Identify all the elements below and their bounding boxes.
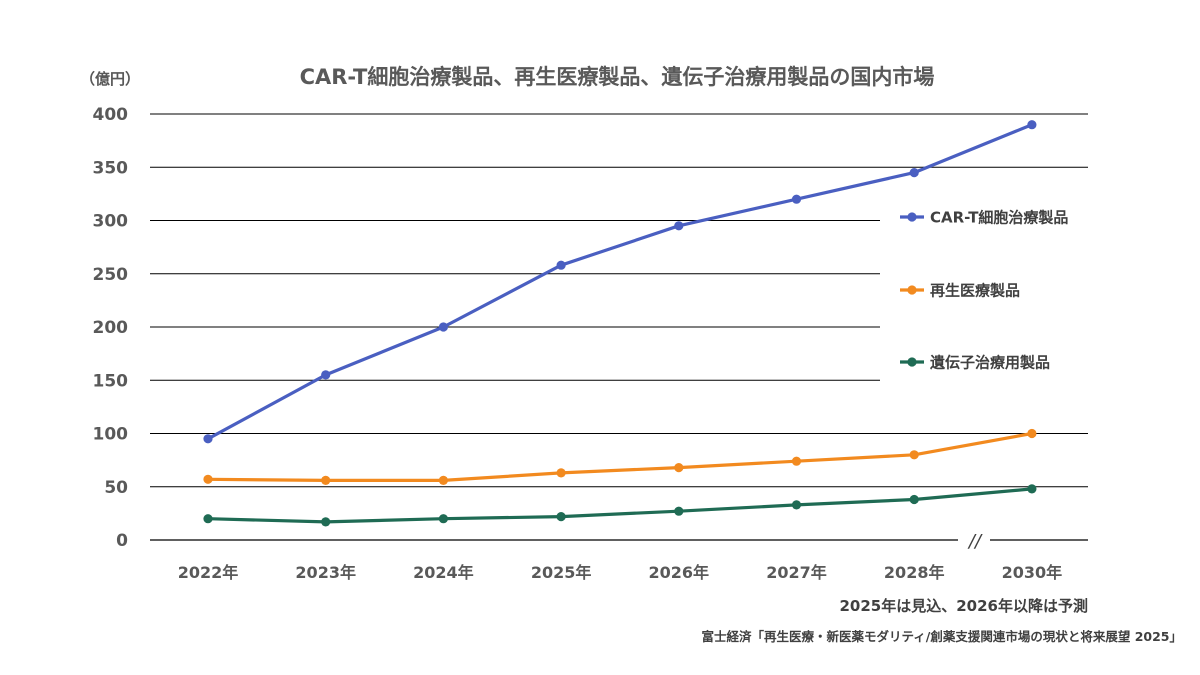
data-point xyxy=(909,168,919,178)
data-point xyxy=(438,475,448,485)
data-point xyxy=(438,514,448,524)
data-point xyxy=(556,511,566,522)
x-axis-ticks: 2022年 2023年 2024年 2025年 2026年 2027年 2028年 2030年 xyxy=(178,563,1062,582)
data-point xyxy=(791,500,802,510)
y-tick-label: 0 xyxy=(116,531,128,551)
data-point xyxy=(1027,428,1037,439)
legend-item: 遺伝子治療用製品 xyxy=(900,354,1050,372)
data-point xyxy=(791,194,802,204)
legend-label: 遺伝子治療用製品 xyxy=(929,354,1050,372)
data-point xyxy=(321,517,331,527)
x-tick-label: 2025年 xyxy=(531,563,592,582)
x-tick-label: 2022年 xyxy=(178,563,239,582)
data-point xyxy=(203,514,213,524)
legend-item: CAR-T細胞治療製品 xyxy=(900,209,1068,227)
forecast-note: 2025年は見込、2026年以降は予測 xyxy=(840,597,1089,615)
x-tick-label: 2026年 xyxy=(649,563,710,582)
legend-swatch-marker xyxy=(907,285,917,295)
series-line xyxy=(206,431,1034,482)
legend-swatch-marker xyxy=(907,357,917,367)
data-point xyxy=(203,474,213,484)
x-tick-label: 2027年 xyxy=(766,563,827,582)
data-point xyxy=(1027,120,1037,130)
data-series xyxy=(203,120,1037,527)
source-citation: 富士経済「再生医療・新医薬モダリティ/創薬支援関連市場の現状と将来展望 2025… xyxy=(702,629,1182,644)
x-tick-label: 2024年 xyxy=(413,563,474,582)
data-point xyxy=(203,434,213,444)
data-point xyxy=(321,475,331,485)
legend-swatch-marker xyxy=(907,212,917,222)
chart-title: CAR-T細胞治療製品、再生医療製品、遺伝子治療用製品の国内市場 xyxy=(300,65,935,89)
data-point xyxy=(556,468,566,478)
y-axis-ticks: 0 50 100 150 200 250 300 350 400 xyxy=(93,105,129,551)
legend-label: 再生医療製品 xyxy=(930,282,1020,300)
axis-break-mark: // xyxy=(967,531,983,552)
data-point xyxy=(674,463,684,473)
gridlines xyxy=(150,113,1088,541)
legend-item: 再生医療製品 xyxy=(900,282,1020,300)
data-point xyxy=(321,370,331,380)
y-tick-label: 300 xyxy=(93,212,129,232)
y-tick-label: 250 xyxy=(93,265,129,285)
series-1 xyxy=(203,120,1037,444)
y-tick-label: 50 xyxy=(104,478,128,498)
x-tick-label: 2030年 xyxy=(1002,563,1063,582)
data-point xyxy=(909,494,919,505)
data-point xyxy=(674,221,684,231)
legend-label: CAR-T細胞治療製品 xyxy=(930,209,1068,227)
data-point xyxy=(674,506,684,516)
y-tick-label: 150 xyxy=(93,371,129,391)
x-tick-label: 2023年 xyxy=(295,563,356,582)
y-tick-label: 200 xyxy=(93,318,129,338)
series-3 xyxy=(203,484,1037,527)
y-tick-label: 100 xyxy=(93,425,129,445)
data-point xyxy=(1027,484,1037,494)
series-line xyxy=(206,123,1034,441)
data-point xyxy=(791,456,802,466)
x-tick-label: 2028年 xyxy=(884,563,945,582)
y-axis-unit-label: （億円） xyxy=(80,70,140,88)
data-point xyxy=(556,260,566,270)
data-point xyxy=(909,450,919,460)
data-point xyxy=(438,322,448,332)
series-line xyxy=(206,487,1034,524)
y-tick-label: 350 xyxy=(93,158,129,178)
y-tick-label: 400 xyxy=(93,105,129,125)
series-2 xyxy=(203,428,1037,485)
